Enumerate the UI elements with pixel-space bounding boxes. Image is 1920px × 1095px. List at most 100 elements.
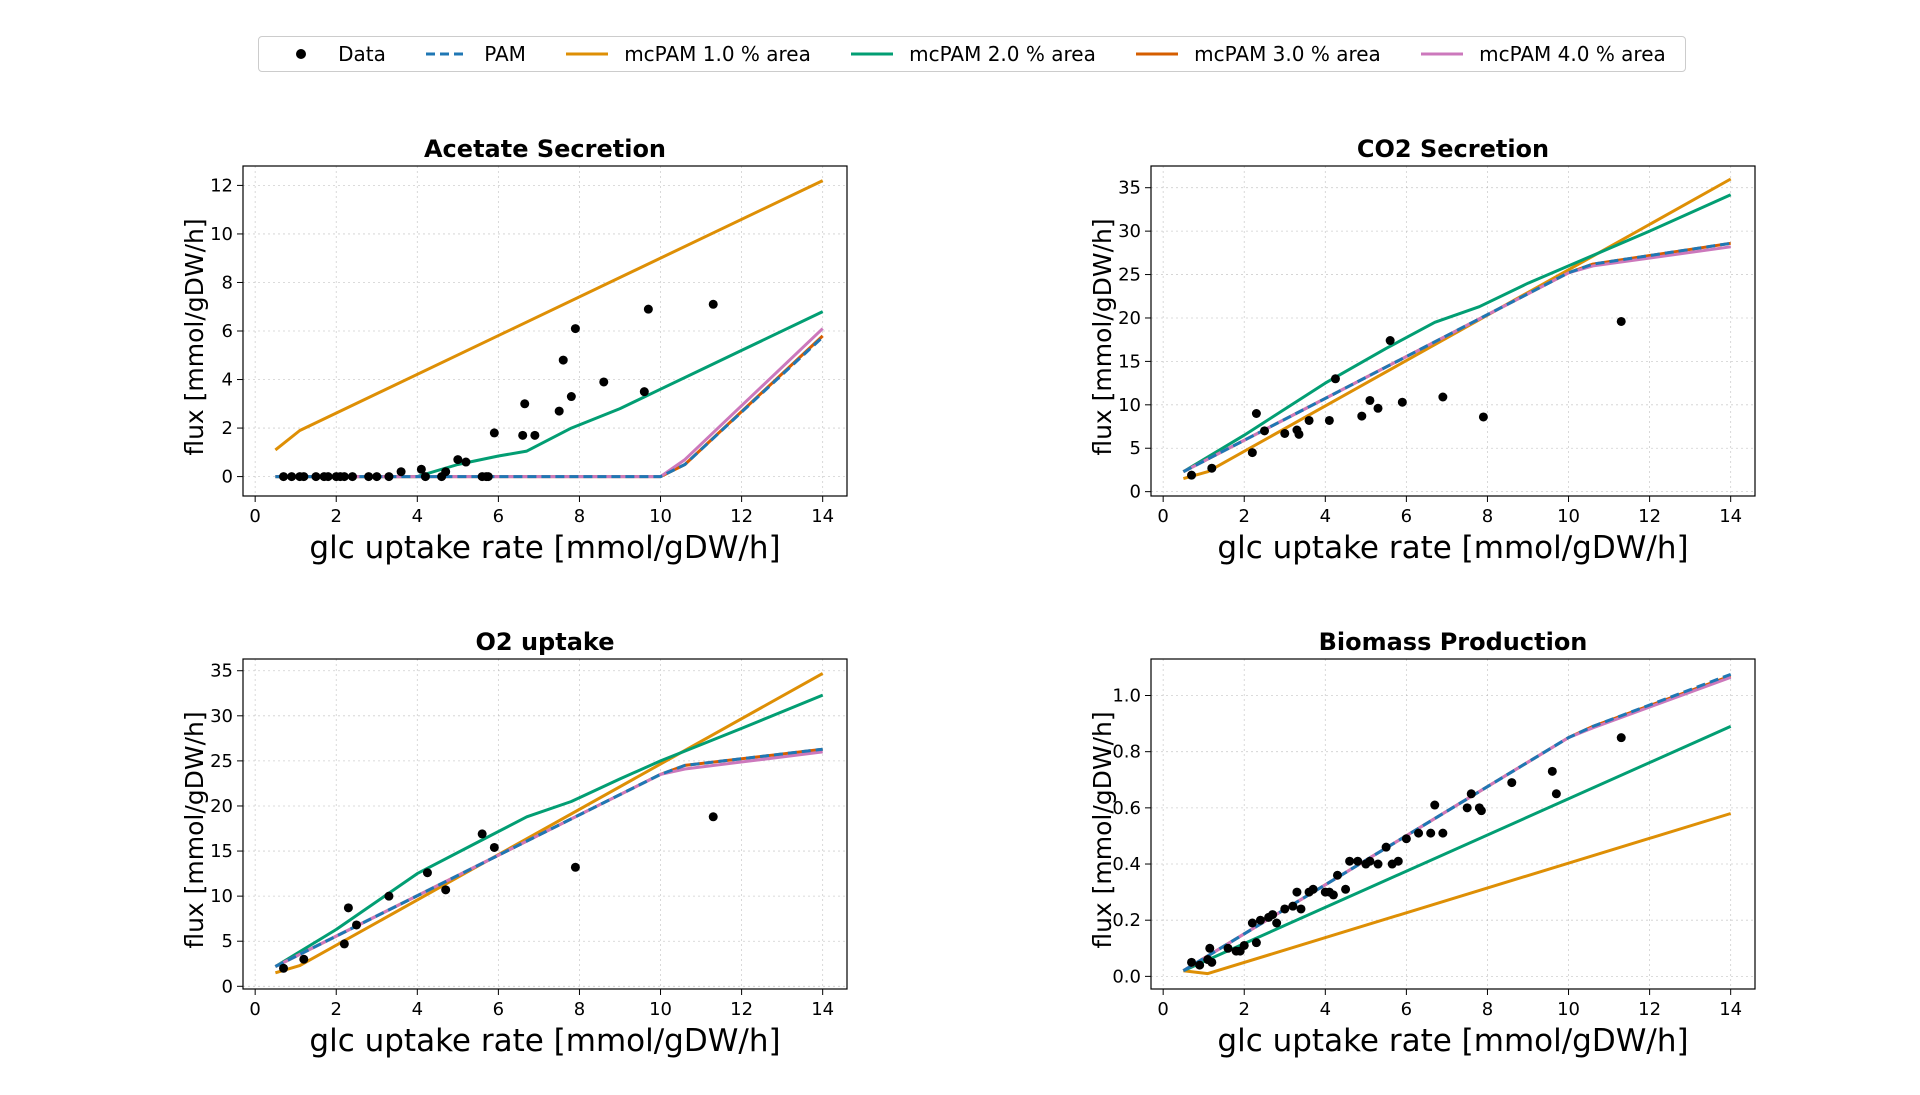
- legend-label: mcPAM 4.0 % area: [1479, 42, 1666, 66]
- data-point: [1478, 412, 1488, 422]
- data-point: [1438, 392, 1448, 402]
- y-tick-label: 6: [222, 321, 233, 342]
- legend-swatch: [426, 52, 469, 56]
- x-tick-label: 6: [493, 999, 504, 1020]
- data-point: [1365, 856, 1375, 866]
- legend-label: mcPAM 3.0 % area: [1194, 42, 1381, 66]
- data-point: [1393, 856, 1403, 866]
- data-point: [1268, 910, 1278, 920]
- data-point: [1247, 918, 1257, 928]
- plot-frame: [242, 658, 848, 990]
- chart-co2-secretion: 0 2 4 6 8 10 12 14 0 5 10 15 20 25 30 35 CO2 Secretion gl…: [1088, 135, 1756, 566]
- data-point: [1292, 887, 1302, 897]
- data-point: [441, 467, 451, 477]
- data-point: [554, 406, 564, 416]
- data-point: [570, 324, 580, 334]
- y-tick-label: 8: [222, 272, 233, 293]
- x-tick-label: 12: [1638, 999, 1661, 1020]
- data-point: [520, 399, 530, 409]
- chart-acetate-secretion: 0 2 4 6 8 10 12 14 0 2 4 6 8 10 12 Acetate Secretion glc…: [180, 135, 848, 566]
- chart-o2-uptake: 0 2 4 6 8 10 12 14 0 5 10 15 20 25 30 35 O2 uptake glc up…: [180, 628, 848, 1059]
- x-tick-label: 6: [1401, 999, 1412, 1020]
- data-point: [1280, 428, 1290, 438]
- series-line-pam: [1182, 672, 1732, 972]
- legend: Data PAM mcPAM 1.0 % area mcPAM 2.0 % area m…: [258, 36, 1686, 72]
- x-tick-label: 8: [574, 999, 585, 1020]
- data-point: [396, 467, 406, 477]
- y-axis-label: flux [mmol/gDW/h]: [180, 711, 209, 948]
- data-point: [1381, 842, 1391, 852]
- data-point: [1462, 803, 1472, 813]
- legend-swatch: [566, 52, 609, 56]
- data-point: [1397, 397, 1407, 407]
- data-point: [489, 428, 499, 438]
- y-tick-label: 4: [222, 370, 233, 391]
- y-tick-label: 5: [222, 931, 233, 952]
- x-tick-label: 14: [1719, 999, 1742, 1020]
- data-point: [1304, 415, 1314, 425]
- data-point: [339, 472, 349, 482]
- data-point: [1357, 411, 1367, 421]
- series-line-mcpam-4-0-area: [275, 327, 824, 479]
- data-point: [1426, 828, 1436, 838]
- chart-title: Biomass Production: [1319, 628, 1588, 656]
- x-tick-label: 2: [331, 506, 342, 527]
- data-point: [1385, 336, 1395, 346]
- x-tick-label: 12: [1638, 506, 1661, 527]
- x-tick-label: 10: [649, 999, 672, 1020]
- data-point: [570, 862, 580, 872]
- series-line-pam: [275, 335, 824, 479]
- data-point: [416, 464, 426, 474]
- y-tick-label: 25: [210, 751, 233, 772]
- x-axis-label: glc uptake rate [mmol/gDW/h]: [309, 1023, 780, 1059]
- x-tick-label: 4: [412, 506, 423, 527]
- data-point: [1247, 448, 1257, 458]
- y-tick-label: 0.6: [1112, 798, 1141, 819]
- y-tick-label: 20: [210, 796, 233, 817]
- data-point: [1332, 870, 1342, 880]
- legend-swatch: [851, 52, 894, 56]
- data-point: [1438, 828, 1448, 838]
- data-point: [1365, 395, 1375, 405]
- data-point: [639, 387, 649, 397]
- series-line-mcpam-2-0-area: [1182, 725, 1732, 973]
- data-point: [1330, 374, 1340, 384]
- x-tick-label: 4: [1320, 506, 1331, 527]
- data-point: [347, 472, 357, 482]
- data-point: [343, 903, 353, 913]
- series-line-pam: [1182, 241, 1731, 474]
- data-point: [372, 472, 382, 482]
- data-point: [1195, 960, 1205, 970]
- series-line-mcpam-4-0-area: [1182, 675, 1732, 972]
- plot-frame: [1150, 658, 1756, 990]
- plot-frame: [1150, 165, 1756, 497]
- y-axis-label: flux [mmol/gDW/h]: [1088, 218, 1117, 455]
- data-point: [1345, 856, 1355, 866]
- series-line-mcpam-1-0-area: [274, 179, 824, 452]
- data-point: [1466, 789, 1476, 799]
- y-tick-label: 0.2: [1112, 910, 1141, 931]
- data-point: [384, 891, 394, 901]
- y-tick-label: 15: [210, 841, 233, 862]
- y-tick-label: 0: [222, 976, 233, 997]
- data-point: [1373, 859, 1383, 869]
- legend-item-pam: PAM: [424, 42, 526, 66]
- y-tick-label: 5: [1130, 438, 1141, 459]
- data-point: [1280, 904, 1290, 914]
- data-point: [339, 939, 349, 949]
- x-tick-label: 10: [649, 506, 672, 527]
- x-axis-label: glc uptake rate [mmol/gDW/h]: [309, 530, 780, 566]
- y-tick-label: 15: [1118, 351, 1141, 372]
- data-point: [1272, 918, 1282, 928]
- data-point: [477, 829, 487, 839]
- data-point: [558, 355, 568, 365]
- legend-label: Data: [338, 42, 386, 66]
- data-point: [1251, 409, 1261, 418]
- data-point: [1551, 789, 1561, 799]
- legend-swatch: [1136, 52, 1179, 56]
- data-point: [1341, 884, 1351, 894]
- x-tick-label: 4: [1320, 999, 1331, 1020]
- data-point: [453, 455, 463, 465]
- series-line-mcpam-2-0-area: [274, 693, 824, 968]
